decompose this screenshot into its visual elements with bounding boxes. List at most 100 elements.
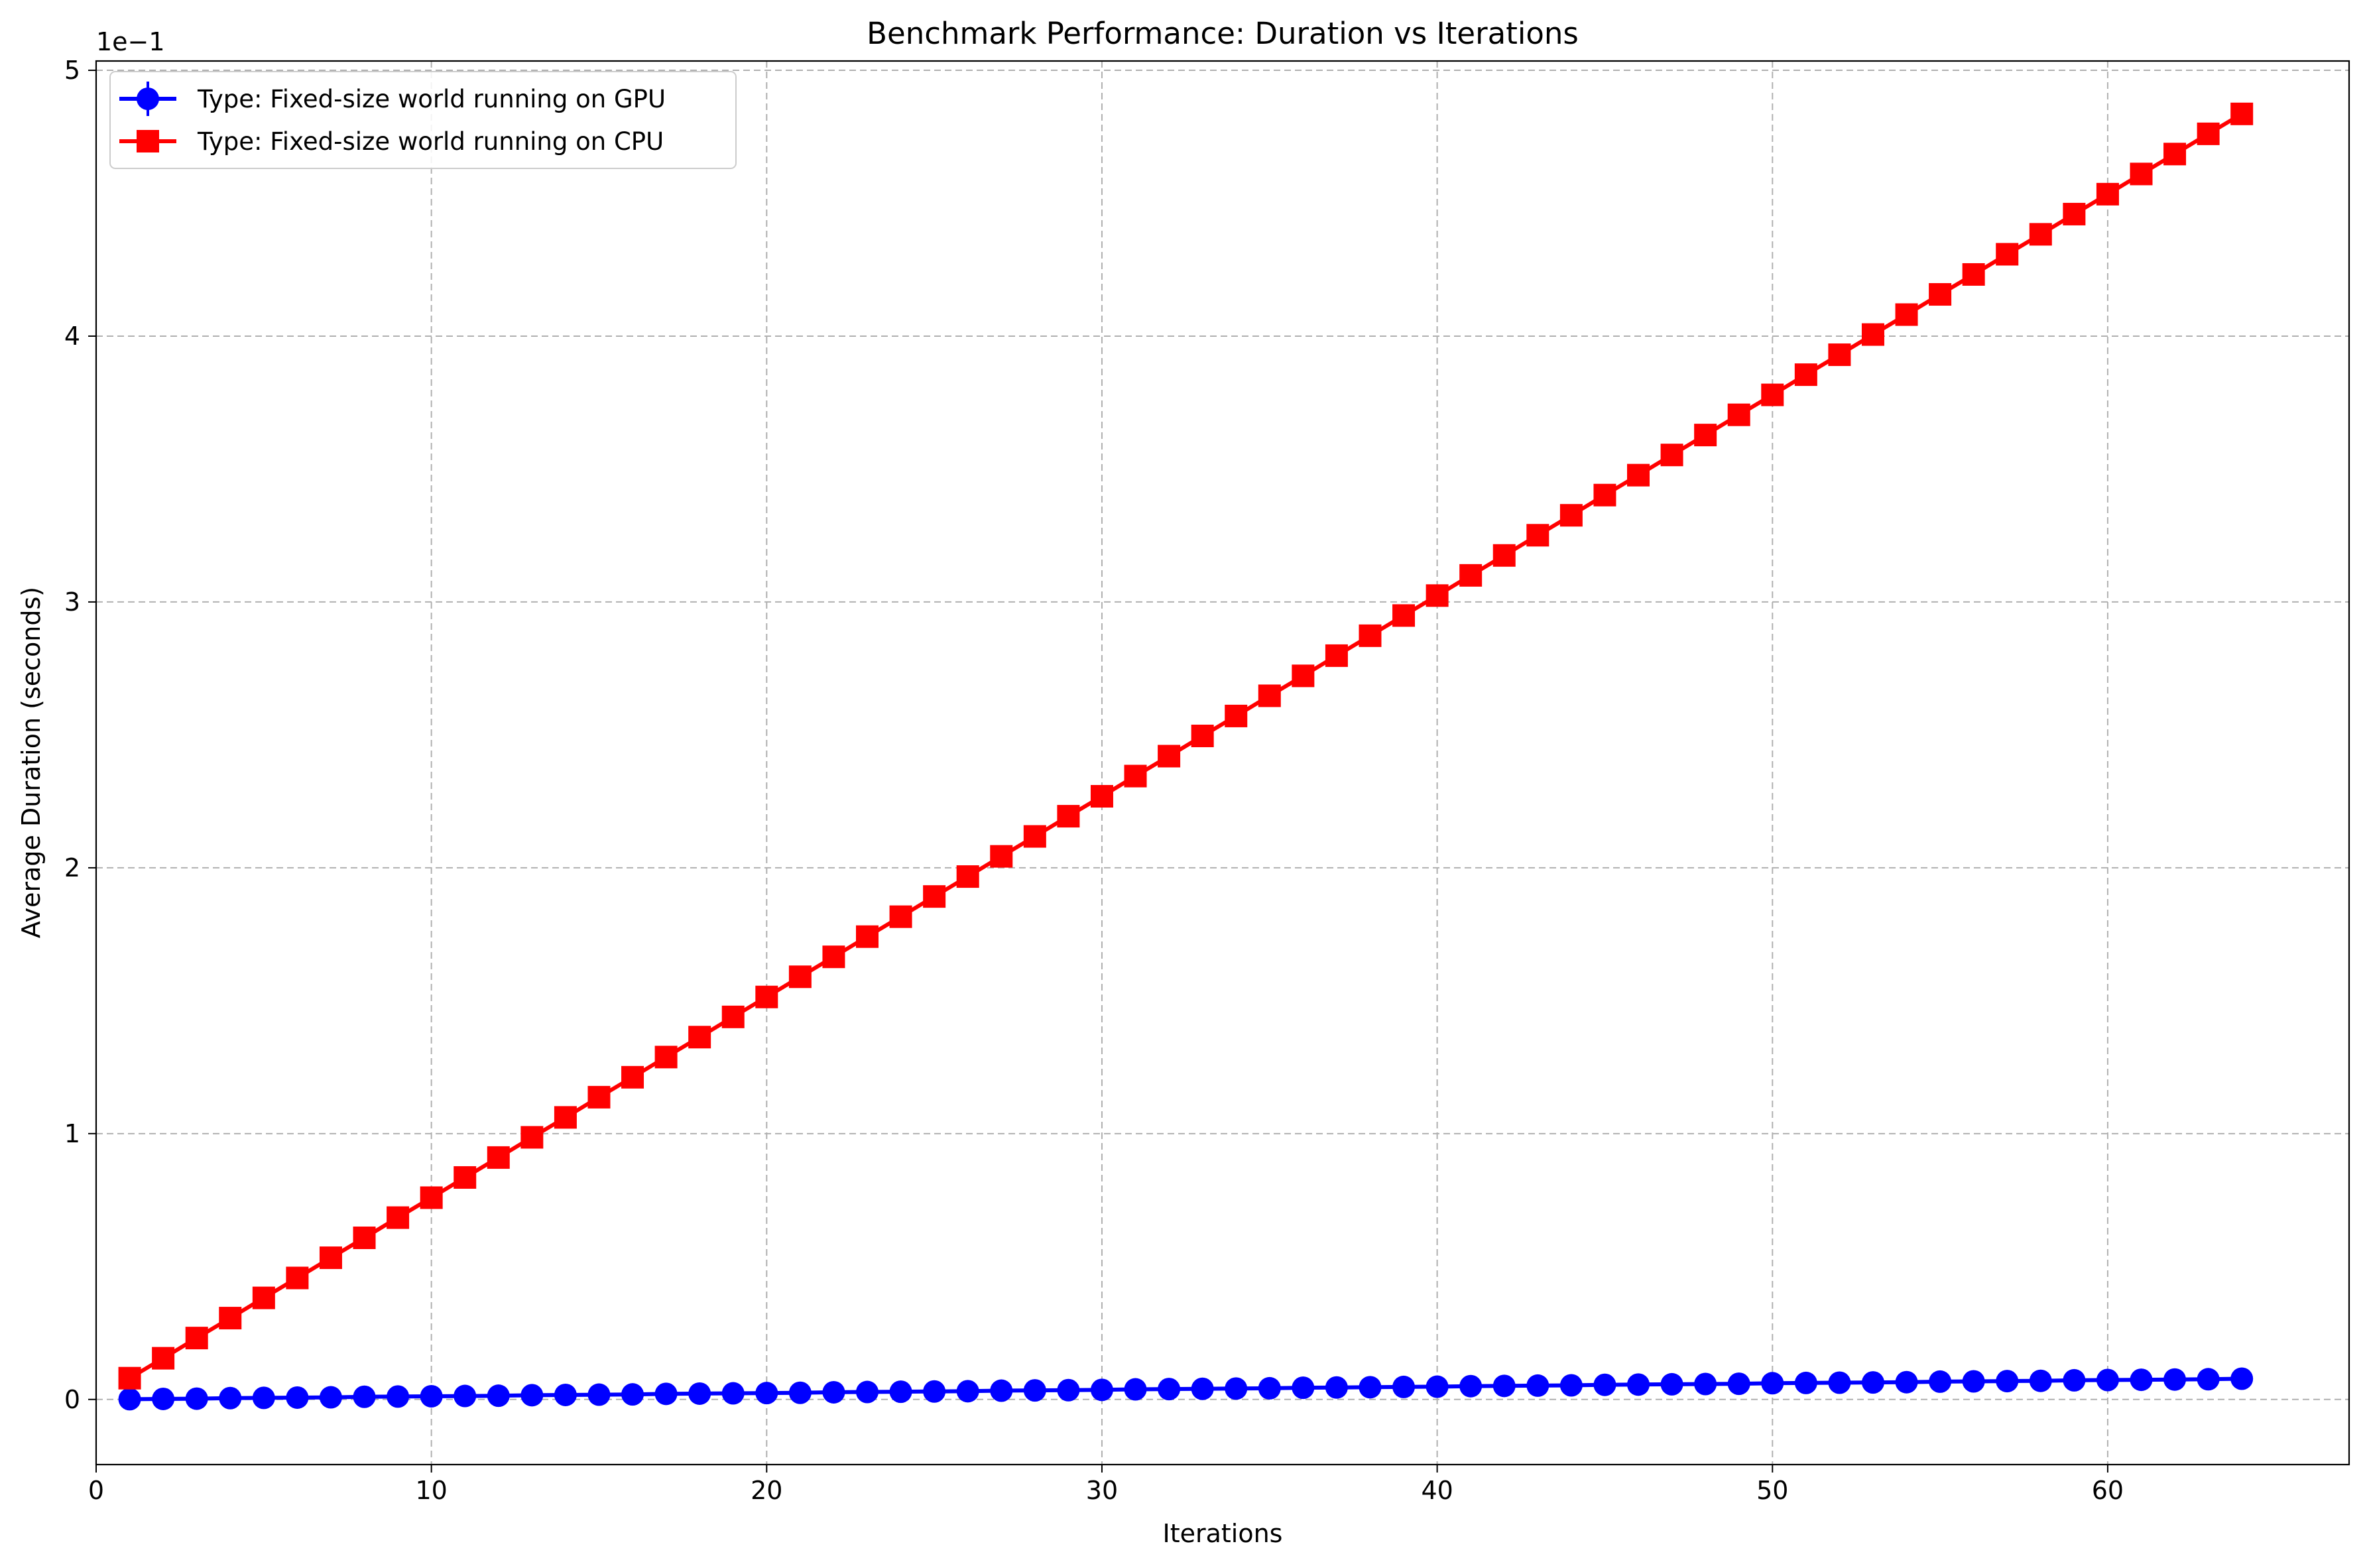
x-tick-label: 60 — [2092, 1476, 2124, 1505]
data-point — [319, 1246, 342, 1270]
y-tick-label: 4 — [64, 322, 80, 351]
data-point — [788, 965, 812, 989]
data-point — [118, 1366, 141, 1390]
data-point — [1929, 283, 1952, 306]
data-point — [1694, 424, 1717, 447]
data-point — [2163, 1368, 2187, 1391]
data-point — [654, 1382, 678, 1406]
data-point — [1459, 564, 1483, 587]
data-point — [956, 865, 979, 888]
data-point — [387, 1206, 410, 1229]
data-point — [319, 1386, 342, 1409]
data-point — [2029, 1369, 2052, 1392]
data-point — [1727, 403, 1750, 426]
data-point — [621, 1383, 644, 1406]
series-cpu — [118, 102, 2254, 1390]
data-point — [889, 905, 912, 928]
data-point — [1459, 1374, 1483, 1398]
data-point — [286, 1266, 309, 1290]
data-point — [1090, 1378, 1113, 1402]
data-point — [1526, 524, 1549, 547]
data-point — [520, 1384, 544, 1407]
data-point — [1225, 704, 1248, 727]
data-point — [688, 1026, 711, 1049]
data-point — [1828, 1371, 1851, 1394]
legend-label: Type: Fixed-size world running on GPU — [197, 85, 666, 113]
series-line — [129, 112, 2243, 1380]
data-point — [1492, 1374, 1516, 1398]
data-point — [2096, 1368, 2119, 1392]
data-point — [1627, 1373, 1650, 1396]
data-point — [353, 1385, 376, 1408]
data-point — [152, 1387, 175, 1410]
data-point — [1593, 1373, 1616, 1396]
data-point — [1593, 483, 1616, 507]
data-point — [219, 1307, 242, 1330]
data-point — [2197, 122, 2220, 145]
data-point — [788, 1381, 812, 1404]
series-gpu — [118, 1367, 2254, 1411]
data-point — [1225, 1377, 1248, 1400]
data-point — [118, 1388, 141, 1411]
x-tick-label: 10 — [415, 1476, 447, 1505]
data-point — [1996, 243, 2019, 266]
data-point — [1660, 444, 1683, 467]
y-axis-title: Average Duration (seconds) — [17, 587, 46, 938]
data-point — [2063, 202, 2086, 225]
data-point — [654, 1046, 678, 1069]
data-point — [1359, 624, 1382, 647]
y-tick-label: 1 — [64, 1119, 80, 1148]
data-point — [2197, 1368, 2220, 1391]
data-point — [621, 1065, 644, 1089]
data-point — [1023, 825, 1046, 848]
legend-label: Type: Fixed-size world running on CPU — [197, 127, 664, 156]
data-point — [1258, 1376, 1281, 1400]
data-point — [152, 1347, 175, 1370]
data-point — [1124, 1378, 1147, 1401]
data-point — [1794, 1371, 1817, 1394]
data-point — [2130, 162, 2153, 186]
data-point — [923, 1380, 946, 1403]
data-point — [1559, 504, 1583, 527]
plot-frame — [95, 60, 2350, 1466]
data-point — [1627, 463, 1650, 487]
data-point — [1392, 604, 1416, 627]
data-point — [252, 1286, 275, 1309]
data-point — [1660, 1372, 1683, 1396]
x-tick-label: 20 — [751, 1476, 782, 1505]
y-tick-label: 2 — [64, 853, 80, 882]
data-point — [2029, 223, 2052, 246]
data-point — [185, 1327, 208, 1350]
data-point — [990, 1379, 1013, 1402]
x-axis-title: Iterations — [1163, 1519, 1283, 1548]
y-tick-label: 5 — [64, 56, 80, 85]
data-point — [353, 1226, 376, 1249]
data-point — [956, 1380, 979, 1403]
series-layer — [118, 102, 2254, 1411]
data-point — [554, 1383, 577, 1406]
data-point — [487, 1384, 510, 1408]
data-point — [1325, 1376, 1348, 1399]
data-point — [2230, 1367, 2254, 1390]
data-point — [219, 1386, 242, 1410]
x-tick-label: 0 — [88, 1476, 104, 1505]
data-point — [420, 1384, 443, 1408]
data-point — [454, 1166, 477, 1189]
data-point — [1292, 1376, 1315, 1400]
axis-ticks: 0 10 20 30 40 50 60 0 1 2 3 4 5 — [64, 56, 2124, 1505]
chart-title: Benchmark Performance: Duration vs Itera… — [867, 16, 1579, 51]
data-point — [2096, 182, 2119, 206]
grid-lines — [95, 61, 2349, 1465]
data-point — [1794, 363, 1817, 387]
data-point — [1258, 684, 1281, 707]
data-point — [554, 1106, 577, 1129]
legend-box — [109, 71, 737, 169]
data-point — [2063, 1368, 2086, 1392]
data-point — [1158, 745, 1181, 768]
x-tick-label: 30 — [1086, 1476, 1118, 1505]
data-point — [1694, 1372, 1717, 1396]
data-point — [1962, 263, 1985, 286]
data-point — [387, 1385, 410, 1408]
y-tick-label: 3 — [64, 587, 80, 617]
